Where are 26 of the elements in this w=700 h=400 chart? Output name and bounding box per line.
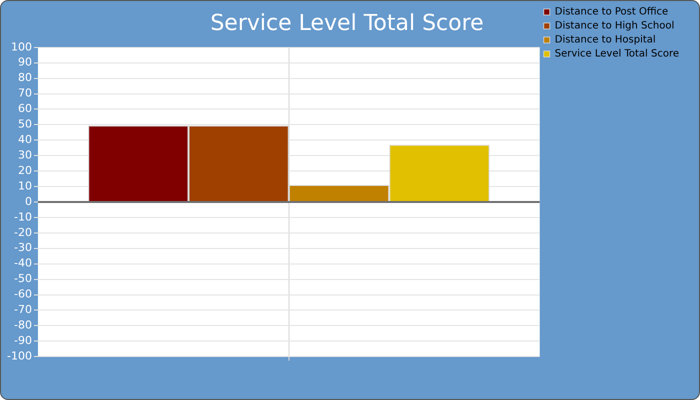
legend-label: Service Level Total Score (554, 48, 680, 60)
y-tick-label: -70 (14, 303, 32, 316)
y-tick-label: 20 (18, 164, 32, 177)
legend-label: Distance to Hospital (554, 34, 656, 46)
chart-title: Service Level Total Score (210, 10, 484, 36)
y-tick-label: 40 (18, 133, 32, 146)
y-tick-label: -60 (14, 288, 32, 301)
y-tick-label: 70 (18, 86, 32, 100)
y-tick-label: 30 (18, 148, 32, 162)
legend-label: Distance to High School (554, 20, 674, 32)
y-tick-label: -40 (14, 256, 32, 270)
y-tick-label: 60 (18, 102, 32, 116)
y-tick-label: 10 (18, 179, 32, 192)
y-tick-label: 90 (18, 56, 32, 69)
y-tick-label: -50 (14, 272, 32, 286)
y-tick-label: -90 (14, 334, 32, 347)
y-tick-label: 0 (24, 194, 32, 208)
y-tick-label: 80 (18, 71, 32, 84)
y-tick-label: -30 (14, 241, 32, 254)
y-tick-label: -80 (14, 318, 32, 332)
y-tick-label: 50 (18, 118, 32, 131)
y-tick-label: 100 (10, 40, 32, 54)
y-tick-label: -10 (14, 210, 32, 224)
y-tick-label: -100 (6, 349, 32, 362)
legend-label: Distance to Post Office (554, 6, 668, 18)
y-tick-label: -20 (14, 226, 32, 239)
